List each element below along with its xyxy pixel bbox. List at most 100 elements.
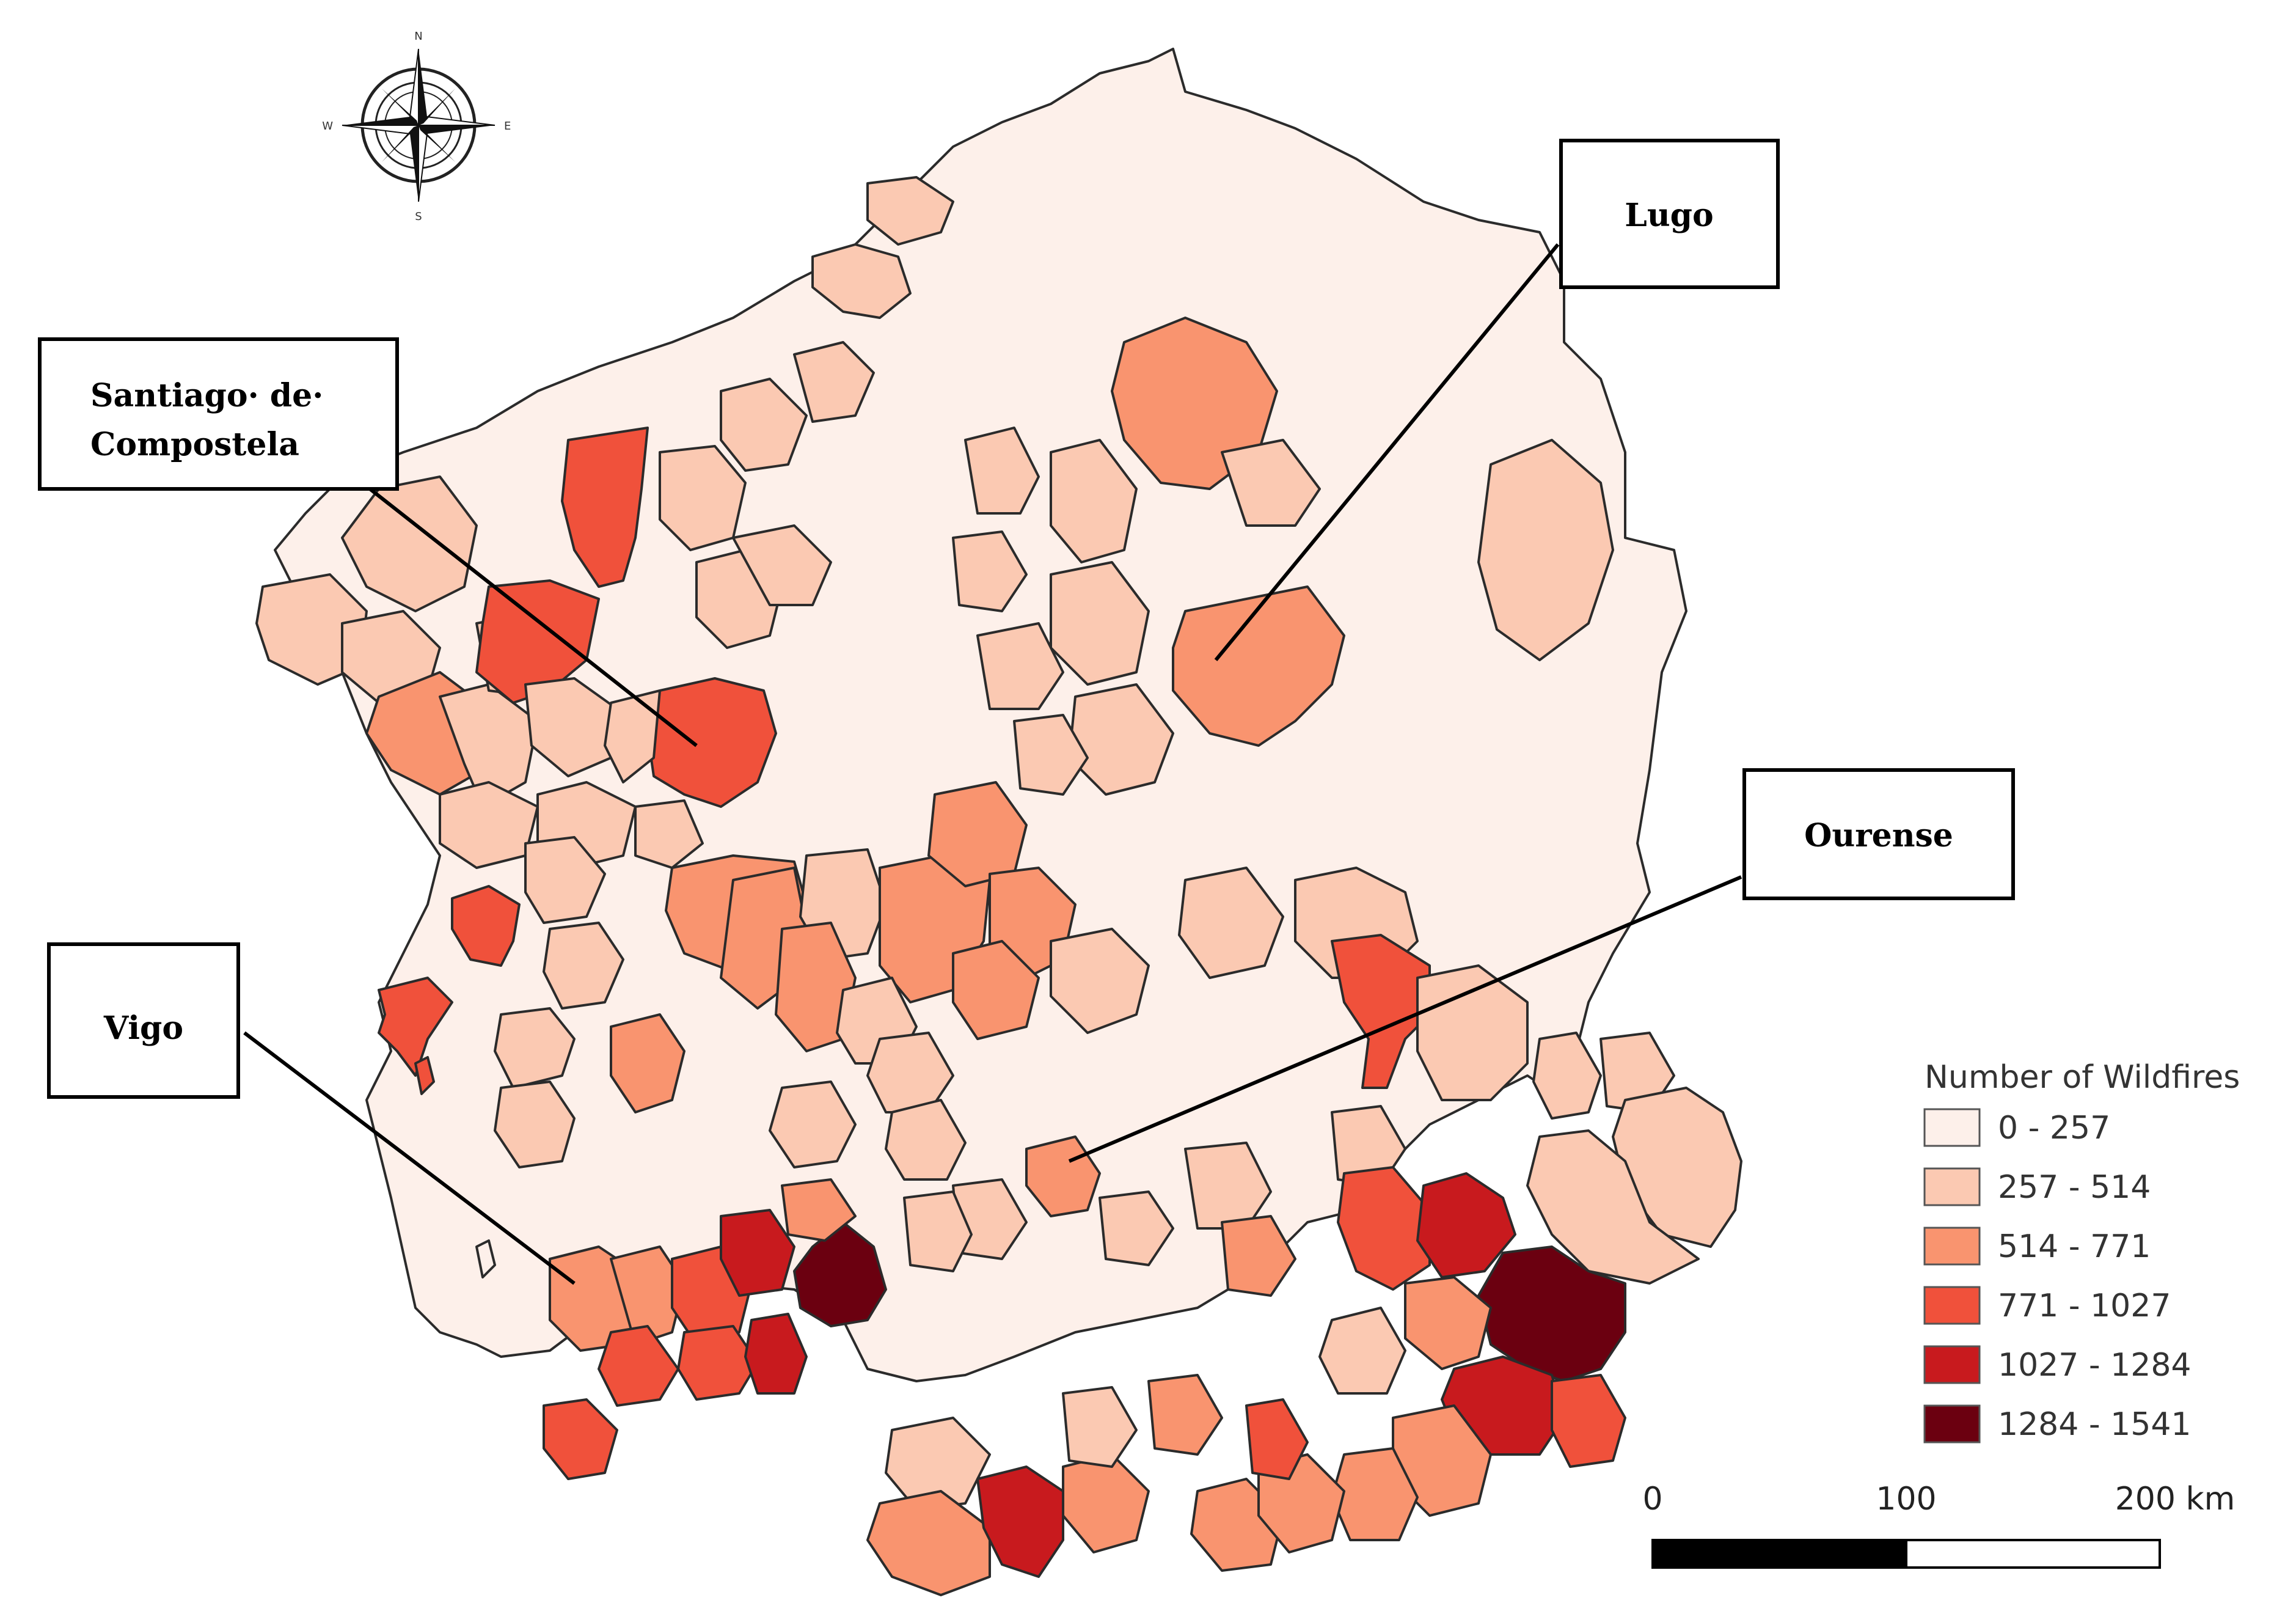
municipality (1416, 964, 1529, 1101)
scale-bar-white-segment (1905, 1539, 2161, 1569)
municipality (494, 1007, 576, 1089)
label-vigo: Vigo (103, 1010, 183, 1047)
legend-swatch-5 (1923, 1404, 1981, 1443)
municipality (1532, 1032, 1602, 1120)
municipality (976, 622, 1064, 710)
legend-swatch-2 (1923, 1227, 1981, 1266)
municipality (378, 977, 453, 1077)
legend-title: Number of Wildfires (1925, 1059, 2240, 1096)
municipality (952, 940, 1040, 1040)
municipality (1337, 1166, 1431, 1291)
label-santiago-line1: Santiago· de· (90, 377, 323, 414)
scale-label-100: 100 (1876, 1481, 1936, 1517)
label-santiago-line2: Compostela (90, 426, 299, 463)
compass-east-label: E (504, 120, 511, 133)
municipality (866, 1490, 991, 1596)
municipality (903, 1190, 973, 1272)
municipality (885, 1417, 991, 1511)
legend-label-4: 1027 - 1284 (1998, 1347, 2192, 1384)
municipality (598, 1325, 679, 1407)
municipality (494, 1080, 576, 1168)
municipality (1551, 1374, 1626, 1468)
vigo-leader-line (243, 1031, 576, 1285)
municipality (1526, 1129, 1700, 1285)
municipality (677, 1325, 759, 1401)
municipality (1050, 439, 1138, 563)
municipality (1184, 1142, 1272, 1230)
municipality (720, 1209, 795, 1297)
municipality (866, 176, 954, 246)
legend-label-5: 1284 - 1541 (1998, 1406, 2192, 1443)
municipality (543, 1398, 618, 1480)
municipalities-layer (255, 48, 1742, 1596)
municipality (1178, 867, 1284, 979)
municipality (1147, 1374, 1223, 1456)
municipality (964, 427, 1040, 515)
ourense-leader-line (1068, 875, 1742, 1163)
callout-vigo: Vigo (47, 942, 240, 1099)
legend-label-2: 514 - 771 (1998, 1228, 2151, 1265)
label-lugo: Lugo (1625, 197, 1713, 234)
lugo-leader-line (1214, 243, 1560, 661)
municipality (255, 573, 368, 686)
municipality-lugo (1172, 585, 1345, 747)
compass-west-label: W (322, 120, 333, 133)
municipality (793, 1221, 887, 1327)
municipality (610, 1013, 686, 1113)
compass-south-label: S (415, 210, 422, 223)
municipality (634, 799, 704, 869)
municipality (732, 524, 832, 606)
scale-label-200: 200 km (2115, 1481, 2236, 1517)
legend-swatch-0 (1923, 1108, 1981, 1147)
municipality (1221, 1215, 1296, 1297)
callout-lugo: Lugo (1559, 139, 1780, 289)
municipality (604, 689, 661, 783)
municipality (1062, 1453, 1150, 1553)
scale-bar-black-segment (1651, 1539, 1907, 1569)
legend-swatch-4 (1923, 1345, 1981, 1384)
municipality (451, 885, 521, 967)
compass-rose-icon: N S E W (322, 30, 511, 223)
label-ourense: Ourense (1804, 817, 1953, 854)
legend-label-0: 0 - 257 (1998, 1110, 2110, 1146)
legend-label-1: 257 - 514 (1998, 1169, 2151, 1206)
municipality (1477, 439, 1614, 661)
municipality (769, 1080, 857, 1168)
municipality (1404, 1276, 1492, 1370)
legend-swatch-1 (1923, 1167, 1981, 1206)
island (475, 1239, 496, 1278)
legend-label-3: 771 - 1027 (1998, 1288, 2171, 1324)
municipality (1013, 714, 1089, 796)
municipality (1062, 1386, 1138, 1468)
municipality (793, 341, 875, 423)
santiago-leader-line (353, 475, 698, 747)
municipality (976, 1465, 1064, 1578)
municipality (1318, 1307, 1406, 1395)
callout-santiago: Santiago· de· Compostela (38, 337, 399, 491)
municipality (543, 922, 624, 1010)
municipality (1331, 934, 1431, 1089)
municipality (1257, 1453, 1345, 1553)
compass-north-label: N (414, 30, 422, 43)
municipality (952, 530, 1028, 612)
legend: Number of Wildfires 0 - 257 257 - 514 514 … (1923, 1059, 2240, 1443)
municipality (1245, 1398, 1309, 1480)
municipality (1416, 1172, 1516, 1278)
municipality (524, 836, 606, 924)
municipality (781, 1178, 857, 1242)
legend-swatch-3 (1923, 1286, 1981, 1325)
municipality (1099, 1190, 1174, 1266)
municipality (1050, 928, 1150, 1034)
municipality (561, 427, 649, 588)
scale-label-0: 0 (1642, 1481, 1662, 1517)
municipality (885, 1099, 967, 1181)
municipality (1221, 439, 1321, 527)
island (414, 1056, 435, 1095)
scale-bar: 0 100 200 km (1642, 1481, 2236, 1569)
callout-ourense: Ourense (1742, 768, 2015, 900)
municipality (811, 243, 912, 319)
municipality (744, 1313, 808, 1395)
municipality (341, 475, 478, 612)
municipality (720, 378, 808, 472)
